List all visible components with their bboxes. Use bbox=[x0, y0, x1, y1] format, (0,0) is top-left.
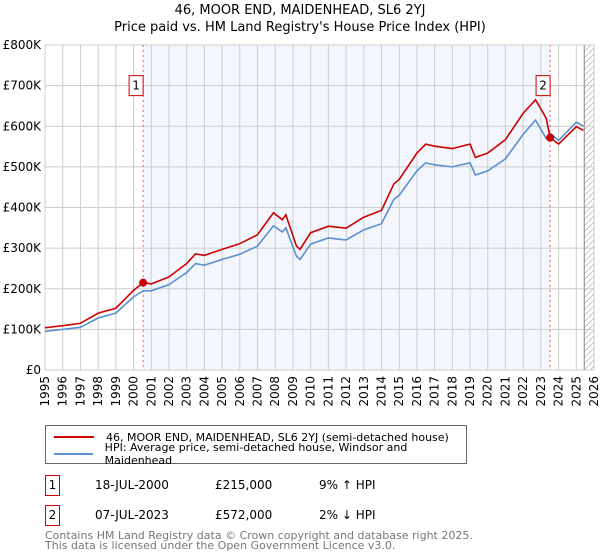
x-tick-label: 2005 bbox=[215, 376, 229, 407]
x-tick-label: 2026 bbox=[587, 376, 600, 407]
sale-price: £215,000 bbox=[215, 478, 273, 492]
legend: 46, MOOR END, MAIDENHEAD, SL6 2YJ (semi-… bbox=[45, 425, 467, 467]
footer-line1: Contains HM Land Registry data © Crown c… bbox=[45, 529, 473, 542]
x-tick-label: 2015 bbox=[392, 376, 406, 407]
x-tick-label: 2000 bbox=[127, 376, 141, 407]
x-tick-label: 1998 bbox=[91, 376, 105, 407]
legend-item-property: 46, MOOR END, MAIDENHEAD, SL6 2YJ (semi-… bbox=[106, 430, 449, 444]
footer: Contains HM Land Registry data © Crown c… bbox=[45, 529, 473, 552]
x-tick-label: 2007 bbox=[251, 376, 265, 407]
x-tick-label: 2014 bbox=[374, 376, 388, 407]
x-tick-label: 2006 bbox=[233, 376, 247, 407]
chart-title: 46, MOOR END, MAIDENHEAD, SL6 2YJ bbox=[174, 3, 426, 18]
legend-blue-line bbox=[54, 453, 93, 455]
sale-label: 1 bbox=[132, 79, 140, 93]
x-tick-label: 2009 bbox=[286, 376, 300, 407]
sale-label-box bbox=[535, 75, 551, 97]
x-tick-label: 2001 bbox=[144, 376, 158, 407]
x-tick-label: 2002 bbox=[162, 376, 176, 407]
y-tick-label: £400K bbox=[3, 201, 43, 215]
sale-marker: 1 bbox=[45, 475, 60, 496]
x-tick-label: 2003 bbox=[180, 376, 194, 407]
x-tick-label: 2023 bbox=[534, 376, 548, 407]
chart-subtitle: Price paid vs. HM Land Registry's House … bbox=[114, 20, 486, 35]
x-tick-label: 2013 bbox=[357, 376, 371, 407]
x-tick-label: 1999 bbox=[109, 376, 123, 407]
x-tick-label: 2012 bbox=[339, 376, 353, 407]
y-tick-label: £300K bbox=[3, 241, 43, 255]
x-tick-label: 2025 bbox=[569, 376, 583, 407]
x-tick-label: 1995 bbox=[38, 376, 52, 407]
x-tick-label: 2018 bbox=[445, 376, 459, 407]
price-line bbox=[44, 98, 584, 329]
y-tick-label: £100K bbox=[3, 322, 43, 336]
sale-label-box bbox=[128, 75, 144, 97]
x-tick-label: 1996 bbox=[56, 376, 70, 407]
sale-price: £572,000 bbox=[215, 508, 273, 522]
plot-area: 1995 1996 1997 1998 1999 2000 2001 2002 2003 2004… bbox=[3, 38, 600, 407]
sale-label: 2 bbox=[539, 79, 547, 93]
x-tick-label: 2008 bbox=[268, 376, 282, 407]
y-tick-label: £200K bbox=[3, 282, 43, 296]
y-tick-label: £600K bbox=[3, 119, 43, 133]
x-tick-label: 2019 bbox=[463, 376, 477, 407]
x-tick-label: 2010 bbox=[304, 376, 318, 407]
legend-item-hpi: HPI: Average price, semi-detached house,… bbox=[104, 441, 408, 467]
y-tick-label: £0 bbox=[26, 363, 41, 377]
sale-row: 2 07-JUL-2023 £572,000 2% ↓ HPI bbox=[45, 505, 445, 526]
x-tick-label: 2024 bbox=[552, 376, 566, 407]
x-tick-label: 2011 bbox=[321, 376, 335, 407]
y-tick-label: £700K bbox=[3, 79, 43, 93]
sale-point bbox=[139, 278, 148, 287]
sale-row: 1 18-JUL-2000 £215,000 9% ↑ HPI bbox=[45, 475, 445, 496]
y-tick-label: £800K bbox=[3, 38, 43, 52]
y-tick-label: £500K bbox=[3, 160, 43, 174]
x-tick-label: 2017 bbox=[428, 376, 442, 407]
plot-border bbox=[44, 44, 595, 371]
sale-hpi: 9% ↑ HPI bbox=[319, 478, 376, 492]
x-tick-label: 2022 bbox=[516, 376, 530, 407]
hpi-line bbox=[44, 118, 584, 333]
x-tick-label: 1997 bbox=[73, 376, 87, 407]
sale-date: 07-JUL-2023 bbox=[95, 508, 169, 522]
sale-marker: 2 bbox=[45, 505, 60, 526]
x-tick-label: 2016 bbox=[410, 376, 424, 407]
sale-hpi: 2% ↓ HPI bbox=[319, 508, 376, 522]
footer-line2: This data is licensed under the Open Gov… bbox=[45, 539, 396, 552]
sale-point bbox=[546, 133, 555, 142]
legend-red-line bbox=[54, 436, 94, 438]
sale-date: 18-JUL-2000 bbox=[95, 478, 169, 492]
x-tick-label: 2004 bbox=[197, 376, 211, 407]
x-tick-label: 2020 bbox=[481, 376, 495, 407]
x-tick-label: 2021 bbox=[498, 376, 512, 407]
